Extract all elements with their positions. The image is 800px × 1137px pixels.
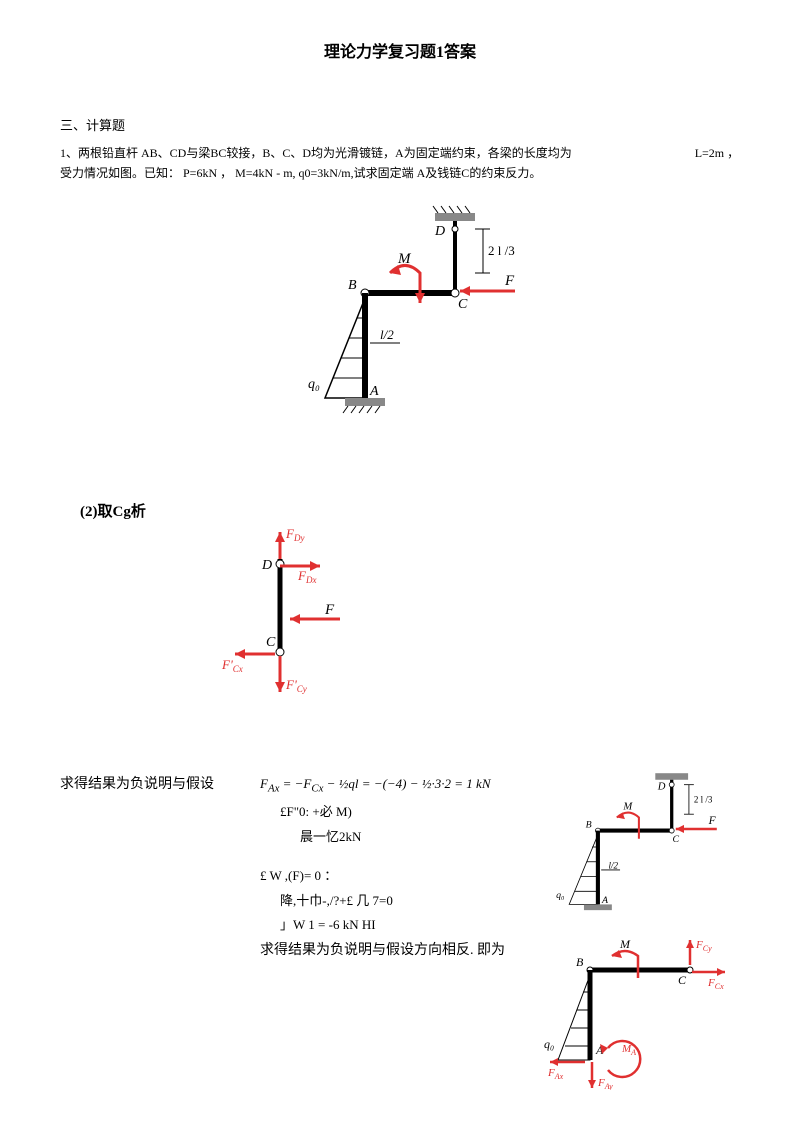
label-M: M bbox=[397, 251, 412, 267]
svg-text:q₀: q₀ bbox=[544, 1037, 554, 1051]
svg-text:B: B bbox=[586, 820, 592, 831]
svg-text:B: B bbox=[576, 955, 584, 969]
label-A: A bbox=[369, 384, 379, 399]
section-heading: 三、计算题 bbox=[60, 116, 740, 137]
label-q0: q₀ bbox=[308, 377, 320, 392]
svg-text:M: M bbox=[622, 802, 633, 813]
label-C: C bbox=[458, 297, 468, 312]
label-FDx: FDx bbox=[297, 568, 316, 585]
label-B: B bbox=[348, 278, 357, 293]
label-2l3: 2 l /3 bbox=[488, 243, 515, 258]
eq-4: 降,十巾-,/?+£ 几 7=0 bbox=[280, 891, 520, 912]
svg-text:D: D bbox=[657, 782, 666, 793]
svg-text:FCy: FCy bbox=[695, 939, 712, 953]
result-negative-note: 求得结果为负说明与假设 bbox=[60, 774, 260, 796]
eq-3: £ W ,(F)= 0 ： bbox=[260, 866, 520, 887]
solution-row: 求得结果为负说明与假设 FAx = −FCx − ½ql = −(−4) − ½… bbox=[60, 770, 740, 1097]
svg-text:FAy: FAy bbox=[597, 1077, 613, 1090]
label-D2: D bbox=[261, 558, 272, 573]
svg-text:2 l /3: 2 l /3 bbox=[694, 795, 713, 805]
figure-2: D FDy FDx F C F'Cx F'Cy bbox=[220, 524, 740, 711]
eq-fax: FAx = −FCx − ½ql = −(−4) − ½·3·2 = 1 kN bbox=[260, 774, 520, 798]
problem-line2: 受力情况如图。已知： P=6kN ， M=4kN - m, q0=3kN/m,试… bbox=[60, 166, 541, 180]
label-F2: F bbox=[324, 602, 335, 618]
label-F: F bbox=[504, 273, 515, 289]
svg-text:q₀: q₀ bbox=[556, 890, 564, 901]
svg-text:FCx: FCx bbox=[707, 977, 724, 991]
label-C2: C bbox=[266, 635, 276, 650]
label-l2: l/2 bbox=[380, 327, 394, 342]
svg-text:l/2: l/2 bbox=[609, 861, 619, 871]
page-title: 理论力学复习题1答案 bbox=[60, 40, 740, 66]
figure-3: D 2 l /3 F C B M bbox=[520, 770, 740, 1097]
label-D: D bbox=[434, 224, 445, 239]
svg-text:FAx: FAx bbox=[547, 1067, 564, 1081]
problem-line1a: 1、两根铅直杆 AB、CD与梁BC较接，B、C、D均为光滑镀链，A为固定端约束，… bbox=[60, 146, 572, 160]
label-FCy2: F'Cy bbox=[285, 677, 307, 694]
step-2-heading: (2)取Cg析 bbox=[80, 500, 740, 524]
eq-2: 晨一忆2kN bbox=[300, 827, 520, 848]
svg-text:C: C bbox=[678, 973, 687, 987]
svg-text:C: C bbox=[673, 834, 680, 845]
problem-text: 1、两根铅直杆 AB、CD与梁BC较接，B、C、D均为光滑镀链，A为固定端约束，… bbox=[60, 144, 740, 182]
problem-line1b: L=2m ， bbox=[695, 144, 739, 163]
label-FDy: FDy bbox=[285, 526, 304, 543]
svg-text:F: F bbox=[708, 815, 717, 827]
label-FCx2: F'Cx bbox=[221, 657, 243, 674]
figure-1: D 2 l /3 F C B M q₀ l/2 A bbox=[60, 203, 740, 440]
svg-text:A: A bbox=[601, 895, 609, 906]
eq-5: 」W 1 = -6 kN HI bbox=[280, 915, 520, 936]
svg-text:M: M bbox=[619, 937, 631, 951]
eq-1: £F"0: +必 M) bbox=[280, 802, 520, 823]
final-note: 求得结果为负说明与假设方向相反. 即为 bbox=[260, 940, 520, 962]
